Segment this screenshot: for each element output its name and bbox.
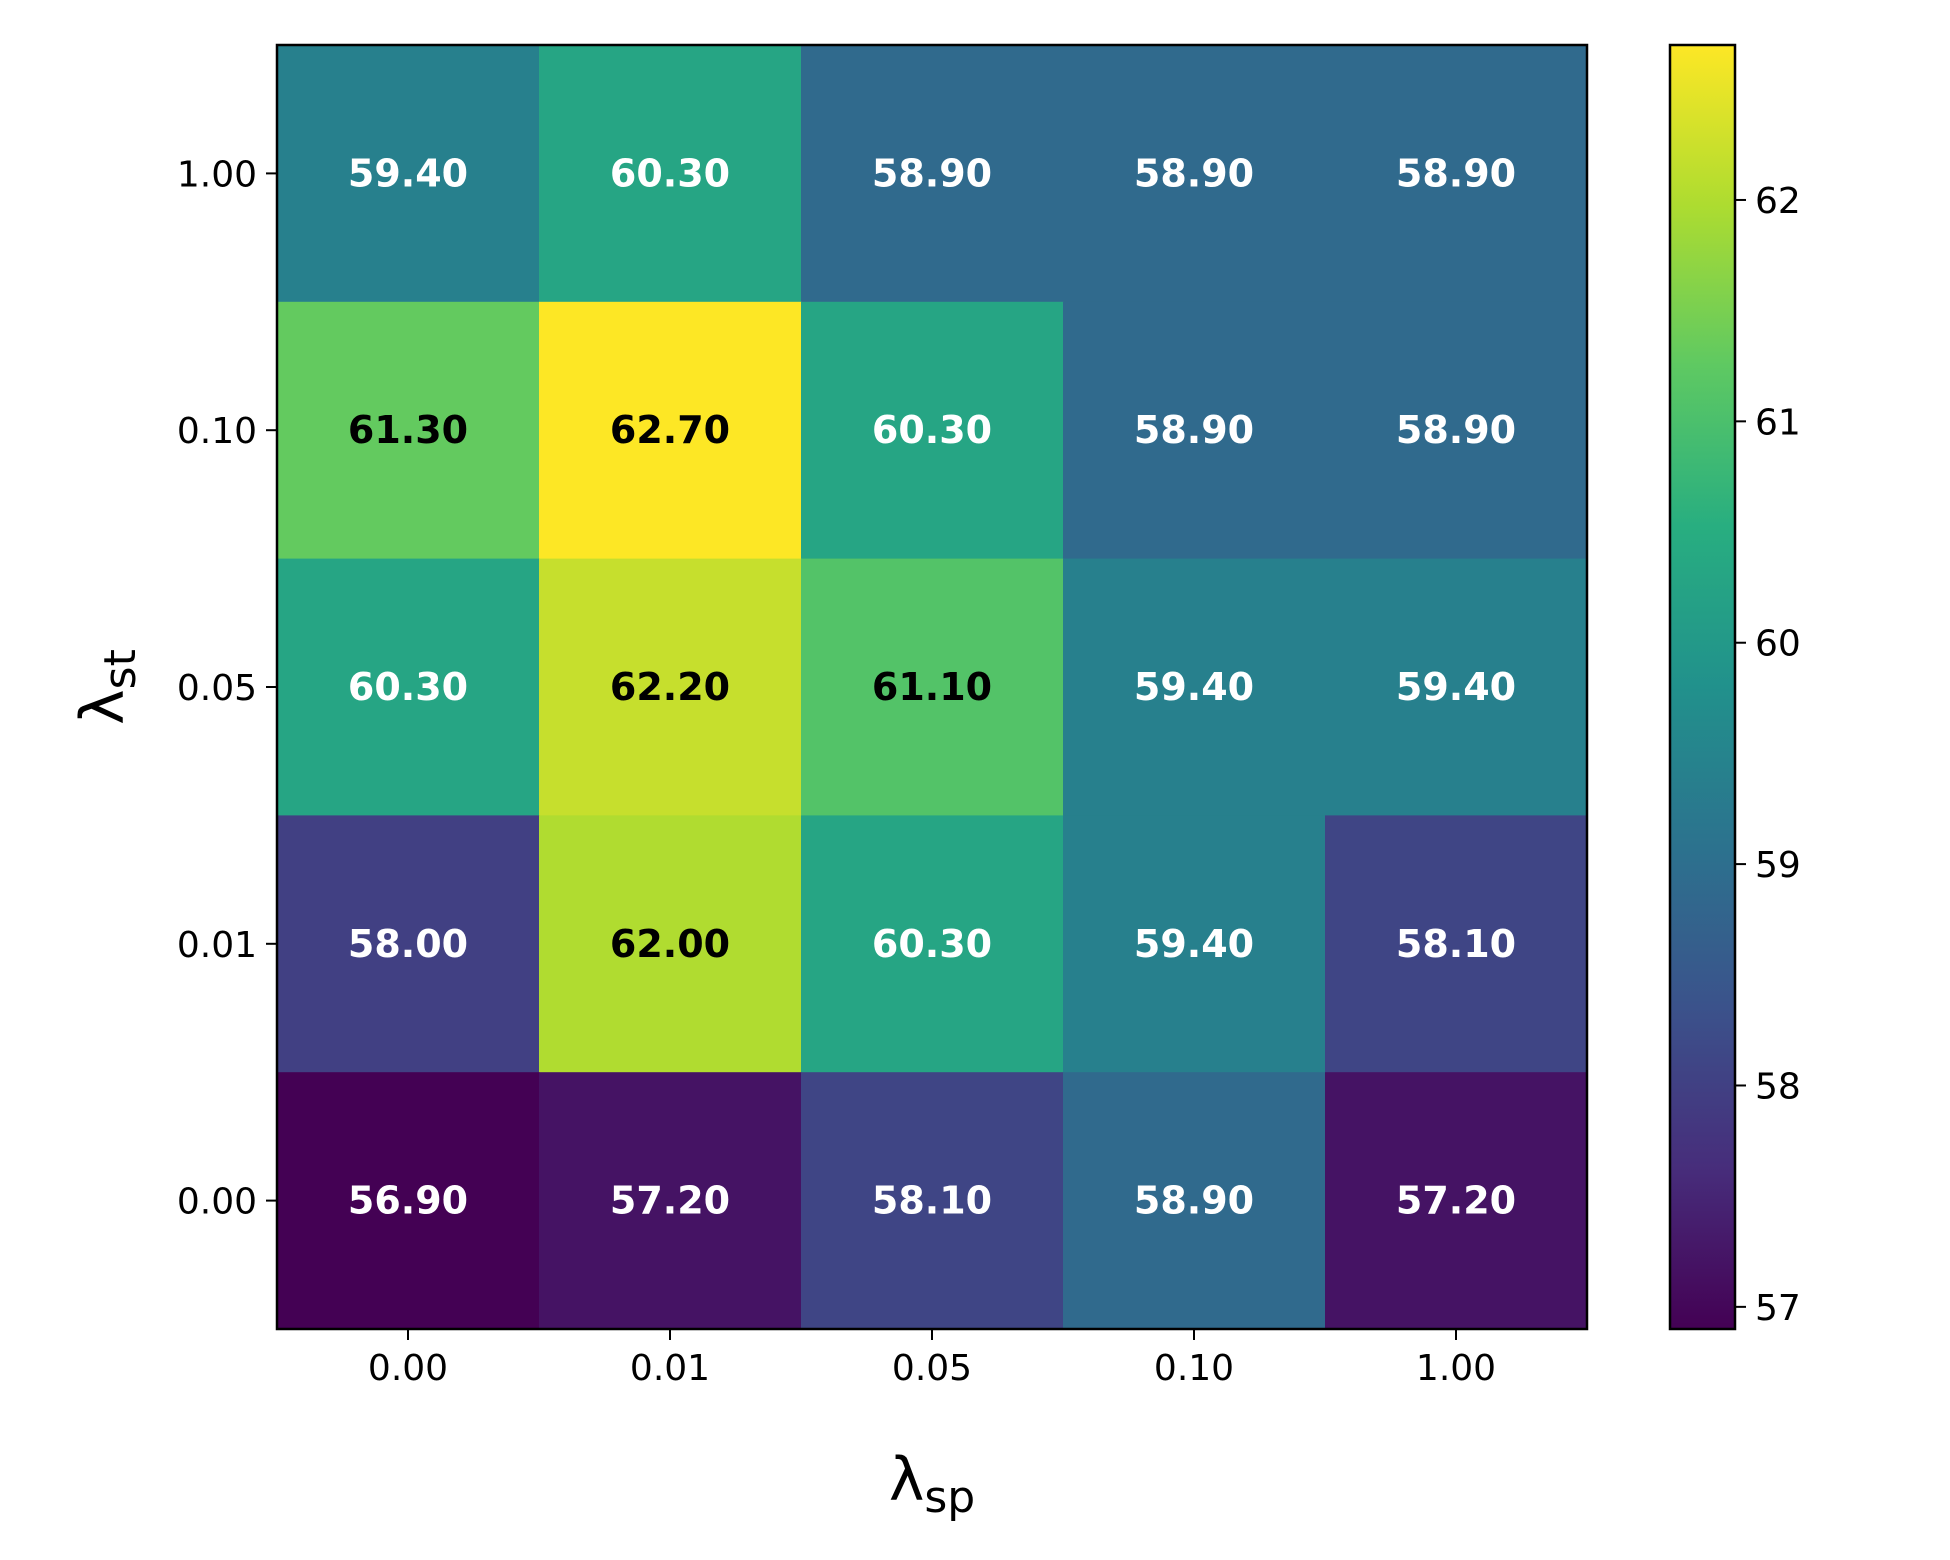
cell-value-label: 58.90 xyxy=(872,151,992,195)
x-tick-label: 0.01 xyxy=(630,1348,710,1389)
heatmap-cell xyxy=(277,1072,540,1330)
colorbar-tick-label: 61 xyxy=(1755,402,1801,443)
colorbar-tick-label: 60 xyxy=(1755,624,1801,665)
cell-value-label: 61.10 xyxy=(872,665,992,709)
cell-value-label: 58.10 xyxy=(872,1179,992,1223)
y-tick-label: 0.05 xyxy=(177,668,257,709)
cell-value-label: 62.00 xyxy=(610,922,730,966)
heatmap-cell xyxy=(539,45,802,303)
heatmap-cell xyxy=(1325,558,1588,816)
heatmap-cell xyxy=(1063,301,1326,560)
heatmap-cell xyxy=(1325,815,1588,1073)
cell-value-label: 58.90 xyxy=(1134,1179,1254,1223)
x-tick-label: 0.05 xyxy=(892,1348,972,1389)
heatmap-cell xyxy=(277,558,540,816)
cell-value-label: 60.30 xyxy=(348,665,468,709)
y-axis-label: λst xyxy=(68,649,146,725)
cell-value-label: 57.20 xyxy=(1396,1179,1516,1223)
cell-value-label: 59.40 xyxy=(348,151,468,195)
heatmap-cell xyxy=(801,558,1064,816)
colorbar-tick-label: 59 xyxy=(1755,845,1801,886)
colorbar-tick-label: 58 xyxy=(1755,1066,1801,1107)
cell-value-label: 61.30 xyxy=(348,408,468,452)
heatmap-cell xyxy=(539,1072,802,1330)
heatmap-cell xyxy=(1063,815,1326,1073)
heatmap-cell xyxy=(1063,45,1326,303)
x-axis: 0.00 0.01 0.05 0.10 1.00 xyxy=(368,1329,1496,1389)
x-tick-label: 0.10 xyxy=(1154,1348,1234,1389)
x-axis-label: λsp xyxy=(889,1445,975,1523)
heatmap-cell xyxy=(1325,1072,1588,1330)
cell-value-label: 58.90 xyxy=(1134,151,1254,195)
heatmap-cell xyxy=(1063,558,1326,816)
y-tick-label: 0.10 xyxy=(177,411,257,452)
y-tick-label: 0.00 xyxy=(177,1182,257,1223)
heatmap-cell xyxy=(801,1072,1064,1330)
heatmap-cell xyxy=(277,815,540,1073)
heatmap-cell xyxy=(1063,1072,1326,1330)
cell-value-label: 59.40 xyxy=(1134,665,1254,709)
cell-value-label: 57.20 xyxy=(610,1179,730,1223)
cell-value-label: 59.40 xyxy=(1396,665,1516,709)
heatmap-cell xyxy=(277,45,540,303)
colorbar-tick-label: 57 xyxy=(1755,1288,1801,1329)
x-tick-label: 1.00 xyxy=(1416,1348,1496,1389)
colorbar xyxy=(1668,43,1737,1331)
y-axis: 1.00 0.10 0.05 0.01 0.00 xyxy=(177,154,277,1223)
y-tick-label: 0.01 xyxy=(177,925,257,966)
cell-value-label: 58.90 xyxy=(1134,408,1254,452)
cell-value-label: 60.30 xyxy=(872,408,992,452)
cell-value-label: 60.30 xyxy=(872,922,992,966)
cell-value-label: 62.70 xyxy=(610,408,730,452)
x-tick-label: 0.00 xyxy=(368,1348,448,1389)
cell-value-label: 59.40 xyxy=(1134,922,1254,966)
cell-value-label: 60.30 xyxy=(610,151,730,195)
heatmap-cell xyxy=(1325,45,1588,303)
cell-value-label: 56.90 xyxy=(348,1179,468,1223)
heatmap-cell xyxy=(539,815,802,1073)
heatmap-cell xyxy=(277,301,540,560)
colorbar-axis: 57 58 59 60 61 62 xyxy=(1735,181,1801,1329)
cell-value-label: 58.10 xyxy=(1396,922,1516,966)
heatmap-cell xyxy=(801,45,1064,303)
y-tick-label: 1.00 xyxy=(177,154,257,195)
heatmap-cell xyxy=(539,558,802,816)
heatmap-cell xyxy=(801,815,1064,1073)
heatmap-cell xyxy=(801,301,1064,560)
heatmap-cell xyxy=(539,301,802,560)
cell-value-label: 62.20 xyxy=(610,665,730,709)
cell-value-label: 58.00 xyxy=(348,922,468,966)
heatmap-cell xyxy=(1325,301,1588,560)
cell-value-label: 58.90 xyxy=(1396,408,1516,452)
cell-annotations: 59.40 60.30 58.90 58.90 58.90 61.30 62.70 60.30… xyxy=(348,151,1516,1222)
cell-value-label: 58.90 xyxy=(1396,151,1516,195)
heatmap-cells xyxy=(277,45,1588,1330)
colorbar-tick-label: 62 xyxy=(1755,181,1801,222)
